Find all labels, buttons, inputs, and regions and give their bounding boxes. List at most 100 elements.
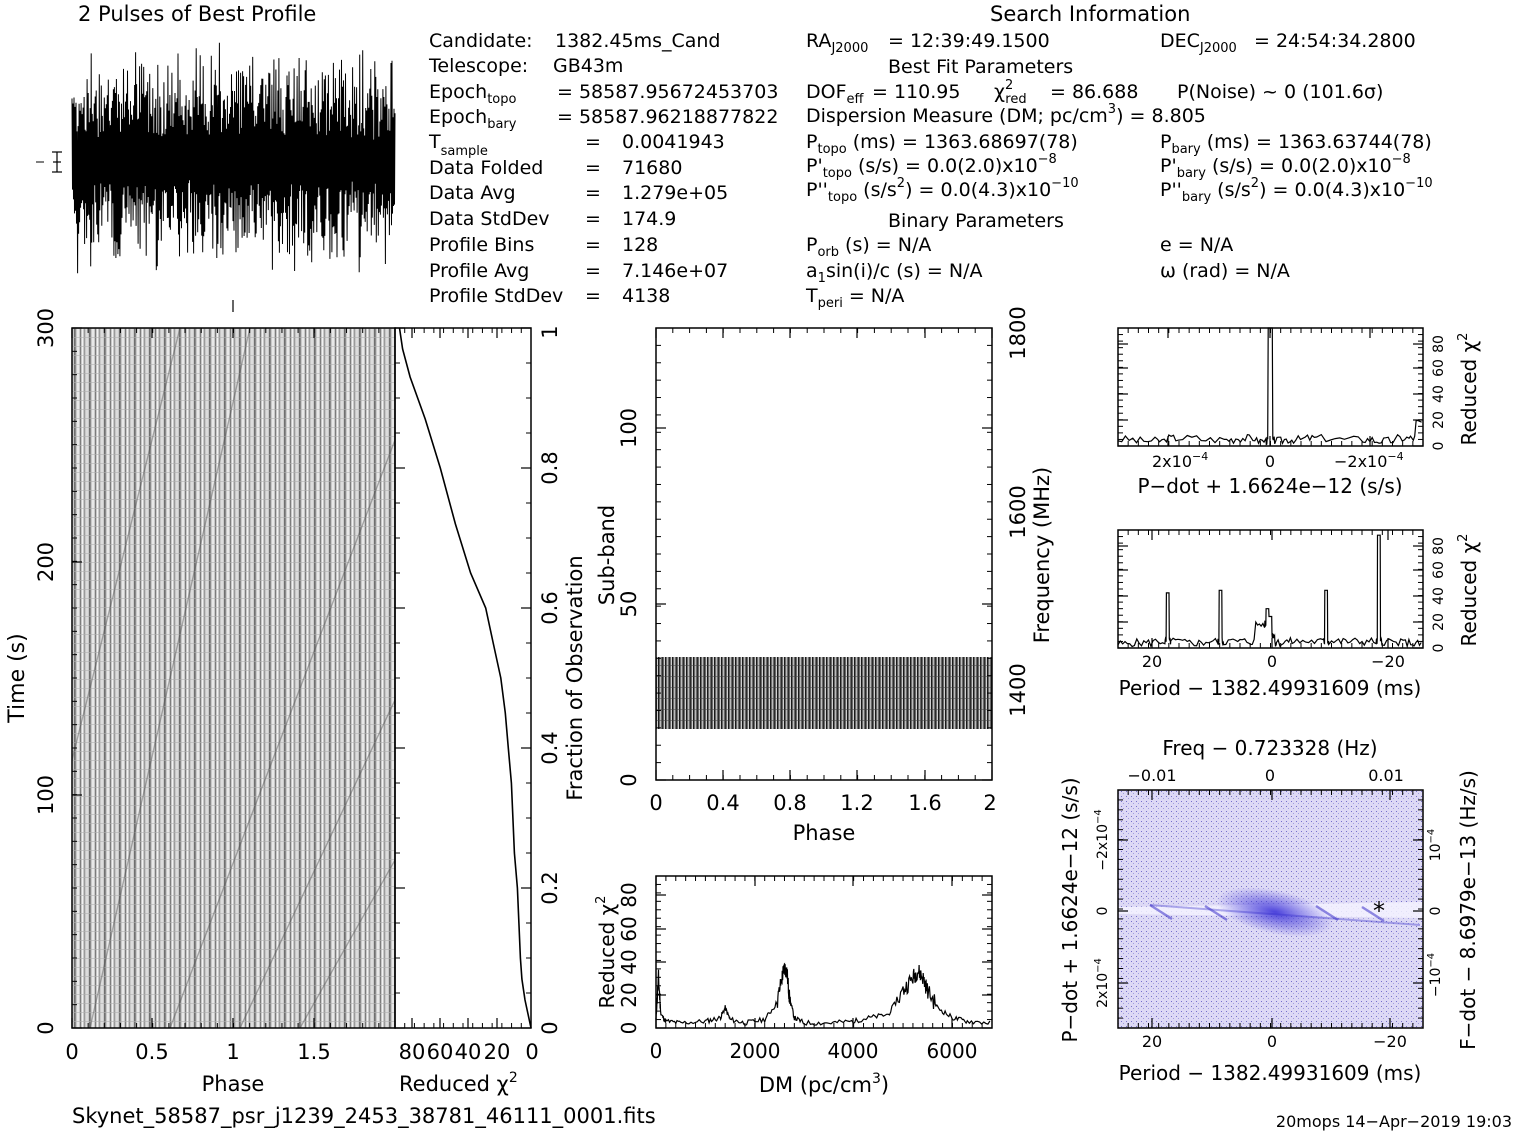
time-phase-ytick-0: 0 [34, 1021, 58, 1034]
data-avg-eq: = [585, 182, 601, 204]
dm-ytick-60: 60 [617, 916, 641, 941]
pdot-ytick-20: 20 [1431, 411, 1447, 429]
period-panel: 20 0 −20 Period − 1382.49931609 (ms) 0 2… [1117, 529, 1481, 700]
time-phase-image [72, 328, 395, 1028]
period-ytick-80: 80 [1431, 537, 1447, 555]
profile-bins-eq: = [585, 234, 601, 256]
candidate-label: Candidate: [429, 30, 533, 52]
subband-xtick-12: 1.2 [840, 791, 873, 815]
period-pdot-panel: * Freq − 0.723328 (Hz) −0.01 0 0.01 20 0… [1058, 736, 1480, 1085]
chi-fraction-line [398, 327, 532, 1029]
drift-line-4 [299, 859, 396, 1029]
subband-ylabel: Sub-band [595, 505, 619, 605]
drift-line-3 [71, 327, 181, 761]
subband-xtick-04: 0.4 [706, 791, 739, 815]
data-folded-value: 71680 [622, 157, 682, 179]
pdot-ytick-80: 80 [1431, 335, 1447, 353]
ptopo-line: Ptopo (ms) = 1363.68697(78) [806, 131, 1078, 157]
ra-value: = 12:39:49.1500 [888, 30, 1050, 52]
pdot-bary-line: P'bary (s/s) = 0.0(2.0)x10−8 [1160, 152, 1411, 181]
time-phase-xlabel: Phase [202, 1072, 265, 1096]
drift-line-0 [89, 327, 251, 1029]
time-phase-ytick-300: 300 [34, 308, 58, 348]
side-streak-3 [1361, 905, 1385, 923]
chi-red-label: χ2 red [994, 78, 1027, 107]
pp-y2tick-pos: 10−4 [1426, 829, 1444, 862]
profile-avg-label: Profile Avg [429, 260, 529, 282]
tsample-eq: = [585, 131, 601, 153]
profile-title: 2 Pulses of Best Profile [78, 2, 316, 26]
time-phase-xtick-0: 0 [65, 1040, 78, 1064]
pp-ylabel: P−dot + 1.6624e−12 (s/s) [1058, 777, 1082, 1042]
candidate-value: 1382.45ms_Cand [555, 30, 721, 52]
dm-line: Dispersion Measure (DM; pc/cm3) = 8.805 [806, 102, 1206, 127]
pp-ytick-0: 0 [1095, 907, 1111, 916]
subband-ytick-100: 100 [617, 408, 641, 448]
period-pdot-streak [1149, 904, 1421, 926]
freq-ytick-1600: 1600 [1006, 485, 1030, 538]
freq-xtick-m001: −0.01 [1127, 766, 1176, 785]
period-ytick-60: 60 [1431, 561, 1447, 579]
freq-xtick-001: 0.01 [1368, 766, 1404, 785]
pdot-ticks [1117, 327, 1424, 447]
freq-xtick-0: 0 [1265, 766, 1275, 785]
dm-xlabel: DM (pc/cm3) [759, 1071, 889, 1097]
dm-ticks [655, 875, 993, 1029]
period-pdot-peak [1216, 887, 1334, 937]
fraction-ytick-02: 0.2 [538, 871, 562, 904]
dm-xtick-2000: 2000 [730, 1039, 781, 1063]
pdot-xtick-pos: 2x10−4 [1152, 450, 1208, 471]
pdot-ytick-0: 0 [1431, 442, 1447, 451]
pbary-line: Pbary (ms) = 1363.63744(78) [1160, 131, 1432, 157]
drift-line-1 [169, 439, 396, 1029]
side-streak-1 [1204, 904, 1228, 922]
fraction-ytick-08: 0.8 [538, 451, 562, 484]
pdot-ytick-40: 40 [1431, 385, 1447, 403]
profile-plot [36, 42, 396, 312]
data-stddev-value: 174.9 [622, 208, 676, 230]
subband-ticks [655, 327, 993, 781]
time-phase-xtick-05: 0.5 [135, 1040, 168, 1064]
period-xtick-20: 20 [1142, 652, 1162, 671]
subband-xlabel: Phase [793, 821, 856, 845]
pdot-xtick-0: 0 [1265, 452, 1275, 471]
dec-value: = 24:54:34.2800 [1254, 30, 1416, 52]
subband-xtick-08: 0.8 [773, 791, 806, 815]
profile-stddev-value: 4138 [622, 285, 670, 307]
subband-ytick-0: 0 [617, 773, 641, 786]
subband-xtick-2: 2 [983, 791, 996, 815]
chi-fraction-panel: 80 60 40 20 0 Reduced χ2 0 0.2 0.4 0.6 0… [394, 325, 587, 1096]
dm-xtick-0: 0 [650, 1039, 663, 1063]
dm-ytick-20: 20 [617, 982, 641, 1007]
freq-ytick-1800: 1800 [1006, 306, 1030, 359]
period-xlabel: Period − 1382.49931609 (ms) [1119, 676, 1422, 700]
chi-fraction-xtick-20: 20 [484, 1040, 511, 1064]
period-xtick-m20: −20 [1371, 652, 1405, 671]
pdot-xtick-neg: −2x10−4 [1334, 450, 1404, 471]
period-xtick-0: 0 [1267, 652, 1277, 671]
period-ylabel: Reduced χ2 [1456, 534, 1481, 647]
ra-label: RAJ2000 [806, 30, 868, 56]
subband-fill [656, 657, 992, 729]
porb-line: Porb (s) = N/A [806, 234, 931, 260]
dm-ylabel: Reduced χ2 [594, 896, 619, 1009]
data-avg-value: 1.279e+05 [622, 182, 728, 204]
epoch-topo-value: = 58587.95672453703 [557, 81, 778, 103]
drift-line-2 [239, 699, 396, 1029]
asini-line: a1sin(i)/c (s) = N/A [806, 260, 982, 286]
fraction-ytick-0: 0 [538, 1021, 562, 1034]
chi-fraction-xtick-0: 0 [525, 1040, 538, 1064]
tperi-line: Tperi = N/A [805, 285, 904, 311]
profile-bins-label: Profile Bins [429, 234, 534, 256]
dm-chi-line [655, 962, 991, 1027]
dm-xtick-6000: 6000 [927, 1039, 978, 1063]
profile-avg-eq: = [585, 260, 601, 282]
data-folded-eq: = [585, 157, 601, 179]
best-fit-title: Best Fit Parameters [888, 56, 1073, 78]
pp-ytick-neg: −2x10−4 [1093, 809, 1111, 871]
dm-panel: 0 20 40 60 80 Reduced χ2 0 2000 4000 600… [594, 875, 993, 1097]
search-info: RAJ2000 = 12:39:49.1500 DECJ2000 = 24:54… [805, 30, 1433, 311]
footer-filename: Skynet_58587_psr_j1239_2453_38781_46111_… [72, 1104, 656, 1129]
period-ytick-20: 20 [1431, 613, 1447, 631]
